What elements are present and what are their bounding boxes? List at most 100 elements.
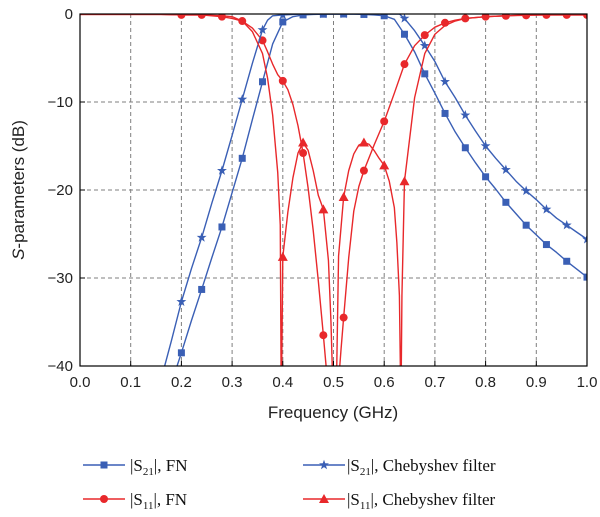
series-marker bbox=[399, 14, 410, 23]
legend-item: |S11|, Chebyshev filter bbox=[303, 490, 496, 512]
series-marker bbox=[257, 24, 268, 35]
legend-label-prefix: |S bbox=[130, 490, 143, 509]
series-4 bbox=[80, 14, 587, 366]
series-marker bbox=[521, 185, 532, 196]
legend-label-suffix: |, FN bbox=[154, 456, 188, 475]
legend-label: |S11|, Chebyshev filter bbox=[347, 490, 496, 512]
y-axis-label-italic: S bbox=[9, 248, 28, 260]
series-marker bbox=[176, 296, 187, 306]
legend-item: |S21|, Chebyshev filter bbox=[303, 456, 496, 478]
series-marker bbox=[299, 14, 307, 19]
y-tick-label: −30 bbox=[48, 270, 73, 287]
legend-label: |S21|, FN bbox=[130, 456, 188, 478]
legend-label-prefix: |S bbox=[130, 456, 143, 475]
legend-item: |S21|, FN bbox=[83, 456, 188, 478]
series-3 bbox=[163, 14, 587, 366]
legend-marker bbox=[100, 495, 108, 503]
x-tick-label: 0.0 bbox=[70, 374, 91, 391]
series-marker bbox=[461, 144, 469, 152]
legend-label-prefix: |S bbox=[347, 456, 360, 475]
legend-label-suffix: |, FN bbox=[153, 490, 187, 509]
legend-label-suffix: |, Chebyshev filter bbox=[370, 490, 495, 509]
series-marker bbox=[400, 30, 408, 38]
series-marker bbox=[420, 31, 429, 40]
series-marker bbox=[279, 18, 287, 26]
x-tick-label: 0.4 bbox=[272, 374, 293, 391]
y-tick-label: −10 bbox=[48, 94, 73, 111]
x-tick-label: 0.7 bbox=[424, 374, 445, 391]
series-marker bbox=[338, 192, 349, 202]
series-marker bbox=[298, 137, 309, 147]
x-tick-label: 0.5 bbox=[323, 374, 344, 391]
x-tick-label: 0.1 bbox=[120, 374, 141, 391]
series-marker bbox=[400, 60, 409, 69]
legend-label: |S21|, Chebyshev filter bbox=[347, 456, 496, 478]
x-axis-label: Frequency (GHz) bbox=[268, 403, 398, 422]
legend-item: |S11|, FN bbox=[83, 490, 187, 512]
series-marker bbox=[419, 40, 430, 50]
series-marker bbox=[217, 165, 227, 175]
series-marker bbox=[381, 14, 388, 19]
legend-marker bbox=[319, 459, 329, 470]
series-marker bbox=[358, 137, 369, 147]
series-marker bbox=[238, 154, 246, 162]
legend-label-subscript: 21 bbox=[143, 466, 154, 478]
x-tick-label: 0.9 bbox=[526, 374, 547, 391]
legend-label-subscript: 11 bbox=[143, 500, 154, 512]
legend-marker bbox=[319, 494, 329, 503]
series-marker bbox=[440, 76, 450, 86]
legend-label-prefix: |S bbox=[347, 490, 360, 509]
series-marker bbox=[339, 313, 348, 322]
series-marker bbox=[502, 198, 510, 206]
series-marker bbox=[198, 285, 206, 293]
series-marker bbox=[421, 70, 429, 78]
legend-label: |S11|, FN bbox=[130, 490, 187, 512]
y-axis-label-rest: -parameters (dB) bbox=[9, 120, 28, 248]
series-marker bbox=[177, 349, 185, 357]
series-line bbox=[80, 14, 587, 366]
grid-lines bbox=[80, 14, 587, 366]
series-marker bbox=[480, 140, 491, 151]
legend-label-subscript: 21 bbox=[360, 466, 371, 478]
series-marker bbox=[218, 223, 226, 231]
series-line bbox=[80, 14, 587, 366]
series-marker bbox=[482, 173, 490, 181]
x-tick-label: 0.3 bbox=[222, 374, 243, 391]
y-tick-label: −40 bbox=[48, 358, 73, 375]
series-layer bbox=[80, 14, 587, 366]
x-tick-label: 0.2 bbox=[171, 374, 192, 391]
x-tick-label: 0.6 bbox=[374, 374, 395, 391]
series-marker bbox=[259, 78, 267, 86]
series-marker bbox=[196, 232, 207, 242]
series-marker bbox=[541, 204, 552, 214]
series-line bbox=[163, 14, 587, 366]
legend: |S21|, FN |S21|, Chebyshev filter|S11|, F… bbox=[83, 456, 496, 512]
series-marker bbox=[278, 14, 287, 20]
series-marker bbox=[318, 204, 329, 214]
axis-ticks: 0.0 0.1 0.2 0.3 0.4 0.5 0.6 0.7 0.8 0.9 1.0 0 −10 −20… bbox=[48, 6, 598, 391]
series-marker bbox=[460, 110, 471, 120]
series-1 bbox=[176, 14, 587, 366]
legend-label-subscript: 11 bbox=[360, 500, 371, 512]
series-2 bbox=[80, 14, 587, 366]
series-marker bbox=[522, 221, 530, 229]
series-marker bbox=[542, 241, 550, 249]
series-marker bbox=[237, 94, 248, 104]
series-marker bbox=[360, 14, 367, 19]
series-marker bbox=[561, 220, 572, 230]
series-marker bbox=[582, 234, 587, 244]
legend-marker bbox=[100, 461, 108, 469]
legend-label-suffix: |, Chebyshev filter bbox=[371, 456, 496, 475]
x-tick-label: 0.8 bbox=[475, 374, 496, 391]
series-marker bbox=[380, 14, 388, 20]
y-tick-label: −20 bbox=[48, 182, 73, 199]
series-marker bbox=[277, 251, 288, 261]
series-marker bbox=[278, 76, 287, 85]
y-tick-label: 0 bbox=[65, 6, 73, 23]
series-marker bbox=[319, 331, 328, 340]
series-line bbox=[176, 14, 587, 366]
series-marker bbox=[340, 14, 347, 19]
series-marker bbox=[563, 257, 571, 265]
series-marker bbox=[379, 160, 390, 170]
